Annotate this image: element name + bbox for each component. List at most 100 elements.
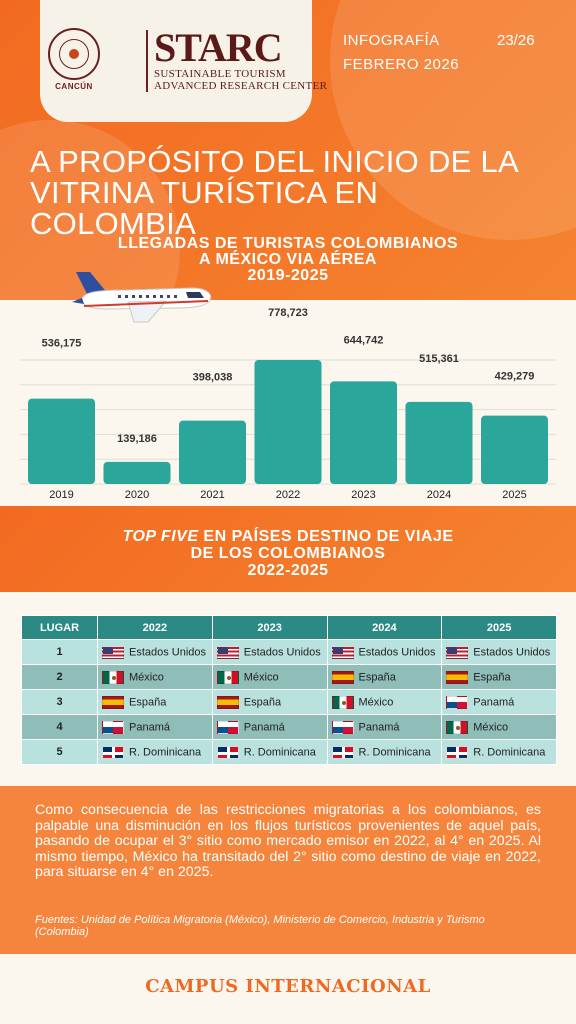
ranking-table: LUGAR 2022 2023 2024 2025 1 Estados Unidos Est… [21, 615, 557, 765]
table-body: 1 Estados Unidos Estados Unidos Estados Uni… [21, 639, 557, 765]
summary-text: Como consecuencia de las restricciones m… [35, 802, 541, 881]
brand-subtitle-line1: SUSTAINABLE TOURISM [154, 68, 286, 80]
do-flag-icon [446, 745, 469, 759]
country-cell: México [97, 664, 213, 690]
data-label-2019: 536,175 [42, 338, 82, 350]
chart-title-line1: LLEGADAS DE TURISTAS COLOMBIANOS [117, 235, 459, 252]
country-cell: Estados Unidos [326, 639, 443, 665]
brand-name: STARC [154, 25, 283, 70]
country-name: España [473, 671, 511, 683]
bar-2022 [254, 360, 322, 484]
data-label-2021: 398,038 [193, 372, 233, 384]
country-cell: España [326, 664, 443, 690]
data-label-2022: 778,723 [268, 307, 308, 319]
es-flag-icon [446, 670, 469, 684]
table-row: 1 Estados Unidos Estados Unidos Estados Uni… [21, 639, 557, 665]
data-label-2024: 515,361 [419, 353, 459, 365]
country-name: Estados Unidos [473, 646, 551, 658]
rank-cell: 3 [21, 689, 98, 715]
us-flag-icon [446, 645, 469, 659]
chart-section: 536,175 2019 139,186 2020 398,038 2021 778,723… [0, 300, 576, 506]
pa-flag-icon [102, 720, 124, 734]
tick-label-2023: 2023 [351, 489, 375, 501]
chart-title: LLEGADAS DE TURISTAS COLOMBIANOS A MÉXIC… [0, 236, 576, 284]
country-cell: Panamá [441, 689, 557, 715]
table-row: 4 Panamá Panamá Panamá México [21, 714, 557, 740]
country-cell: Panamá [211, 714, 328, 740]
country-cell: México [211, 664, 328, 690]
table-header-2023: 2023 [211, 615, 328, 640]
do-flag-icon [216, 745, 239, 759]
country-name: México [129, 671, 164, 683]
rank-cell: 2 [21, 664, 98, 690]
bar-2025 [481, 415, 548, 484]
table-row: 5 R. Dominicana R. Dominicana R. Dominicana… [21, 739, 557, 765]
country-name: Estados Unidos [129, 646, 207, 658]
mx-flag-icon [102, 670, 124, 684]
bar-chart: 536,175 2019 139,186 2020 398,038 2021 778,723… [20, 307, 556, 501]
country-cell: R. Dominicana [97, 739, 213, 765]
country-name: México [243, 671, 279, 683]
country-name: R. Dominicana [358, 746, 431, 758]
university-seal-icon [48, 28, 100, 80]
country-name: R. Dominicana [243, 746, 316, 758]
ranking-title-rest: EN PAÍSES DESTINO DE VIAJE [198, 528, 454, 545]
country-cell: Panamá [97, 714, 213, 740]
hero-section: CANCÚN STARC SUSTAINABLE TOURISM ADVANCE… [0, 0, 576, 300]
ranking-title-band: TOP FIVE EN PAÍSES DESTINO DE VIAJE DE L… [0, 506, 576, 592]
university-city: CANCÚN [55, 82, 93, 91]
country-name: Panamá [129, 721, 170, 733]
country-cell: México [441, 714, 557, 740]
pa-flag-icon [331, 720, 354, 734]
ranking-table-wrap: LUGAR 2022 2023 2024 2025 1 Estados Unidos Est… [21, 615, 557, 765]
country-name: Panamá [473, 696, 515, 708]
campus-label: CAMPUS INTERNACIONAL [145, 976, 431, 997]
us-flag-icon [102, 645, 124, 659]
country-cell: R. Dominicana [211, 739, 328, 765]
tick-label-2020: 2020 [125, 489, 149, 501]
ranking-title-line2: DE LOS COLOMBIANOS [190, 545, 386, 562]
country-cell: Estados Unidos [441, 639, 557, 665]
country-cell: Estados Unidos [211, 639, 328, 665]
us-flag-icon [216, 645, 239, 659]
chart-title-line3: 2019-2025 [247, 267, 329, 284]
ranking-title-line3: 2022-2025 [247, 562, 329, 579]
tick-label-2022: 2022 [276, 489, 300, 501]
country-cell: México [326, 689, 443, 715]
mx-flag-icon [216, 670, 239, 684]
country-cell: Panamá [326, 714, 443, 740]
data-label-2025: 429,279 [495, 371, 535, 383]
footer [0, 954, 576, 1024]
table-header-2022: 2022 [97, 615, 213, 640]
plane-icon [72, 272, 212, 323]
tick-label-2024: 2024 [427, 489, 451, 501]
country-name: España [129, 696, 167, 708]
country-cell: R. Dominicana [326, 739, 443, 765]
tick-label-2025: 2025 [502, 489, 526, 501]
country-name: Panamá [358, 721, 400, 733]
do-flag-icon [331, 745, 354, 759]
table-header-2024: 2024 [326, 615, 443, 640]
issue-number: 23/26 [497, 32, 535, 49]
country-name: México [358, 696, 394, 708]
table-row: 3 España España México Panamá [21, 689, 557, 715]
country-name: México [473, 721, 509, 733]
country-name: Estados Unidos [243, 646, 321, 658]
rank-cell: 5 [21, 739, 98, 765]
country-name: Estados Unidos [358, 646, 436, 658]
mx-flag-icon [446, 720, 469, 734]
table-header-lugar: LUGAR [21, 615, 98, 640]
country-name: España [243, 696, 282, 708]
tick-label-2021: 2021 [200, 489, 224, 501]
bar-2019 [28, 398, 95, 484]
pa-flag-icon [216, 720, 239, 734]
country-cell: R. Dominicana [441, 739, 557, 765]
sources-text: Fuentes: Unidad de Política Migratoria (… [35, 914, 485, 938]
country-cell: España [211, 689, 328, 715]
country-name: Panamá [243, 721, 285, 733]
ranking-title: TOP FIVE EN PAÍSES DESTINO DE VIAJE DE L… [0, 528, 576, 579]
es-flag-icon [331, 670, 354, 684]
country-name: R. Dominicana [129, 746, 202, 758]
rank-cell: 1 [21, 639, 98, 665]
brand-subtitle-line2: ADVANCED RESEARCH CENTER [154, 80, 328, 92]
